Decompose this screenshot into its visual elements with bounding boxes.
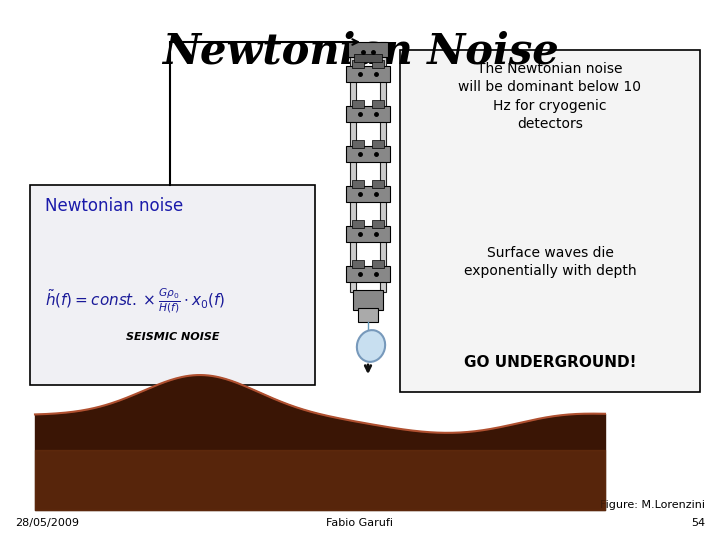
Bar: [372, 140, 384, 148]
Bar: [352, 140, 364, 148]
Text: Newtonian noise: Newtonian noise: [45, 197, 184, 215]
Text: Fabio Garufi: Fabio Garufi: [326, 518, 394, 528]
Bar: [350, 42, 356, 292]
Bar: [372, 220, 384, 228]
Text: Figure: M.Lorenzini: Figure: M.Lorenzini: [600, 500, 705, 510]
Bar: [348, 42, 388, 57]
Bar: [346, 66, 390, 82]
Bar: [346, 106, 390, 122]
Text: The Newtonian noise
will be dominant below 10
Hz for cryogenic
detectors: The Newtonian noise will be dominant bel…: [459, 62, 642, 131]
Bar: [380, 42, 386, 292]
Bar: [346, 266, 390, 282]
Text: $\tilde{h}(f) = const.\times \frac{G\rho_0}{H(f)} \cdot x_0(f)$: $\tilde{h}(f) = const.\times \frac{G\rho…: [45, 287, 225, 315]
Text: GO UNDERGROUND!: GO UNDERGROUND!: [464, 355, 636, 370]
Bar: [352, 180, 364, 188]
Text: Surface waves die
exponentially with depth: Surface waves die exponentially with dep…: [464, 246, 636, 278]
Bar: [358, 308, 378, 322]
Bar: [400, 50, 700, 392]
Bar: [372, 60, 384, 68]
Text: 28/05/2009: 28/05/2009: [15, 518, 79, 528]
Bar: [30, 185, 315, 385]
Text: 54: 54: [691, 518, 705, 528]
Bar: [372, 180, 384, 188]
Bar: [353, 290, 383, 310]
Ellipse shape: [357, 330, 385, 362]
Bar: [354, 54, 382, 62]
Text: Newtonian Noise: Newtonian Noise: [161, 30, 559, 72]
Bar: [372, 100, 384, 108]
Bar: [346, 226, 390, 242]
Bar: [352, 100, 364, 108]
Bar: [352, 60, 364, 68]
Bar: [372, 260, 384, 268]
Bar: [352, 220, 364, 228]
Text: SEISMIC NOISE: SEISMIC NOISE: [126, 332, 220, 342]
Bar: [346, 146, 390, 162]
Bar: [352, 260, 364, 268]
Bar: [346, 186, 390, 202]
